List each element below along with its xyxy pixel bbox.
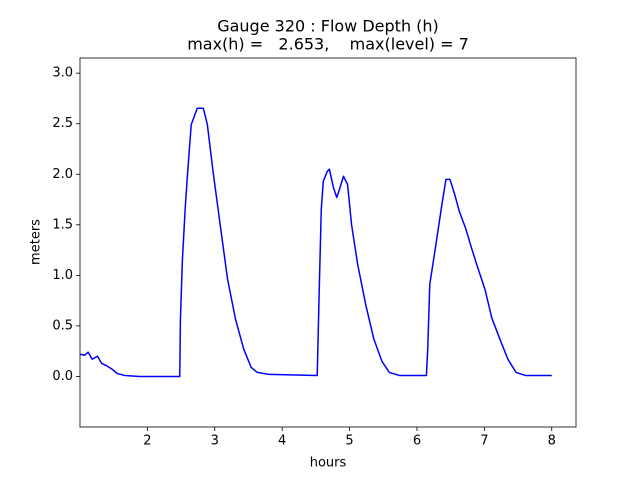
chart-title: Gauge 320 : Flow Depth (h) bbox=[217, 17, 439, 36]
x-tick-label: 7 bbox=[480, 434, 488, 449]
x-axis-label: hours bbox=[310, 456, 347, 471]
chart-subtitle: max(h) = 2.653, max(level) = 7 bbox=[187, 35, 469, 54]
x-tick-label: 3 bbox=[211, 434, 219, 449]
y-tick-label: 2.0 bbox=[52, 167, 73, 182]
x-tick-label: 6 bbox=[413, 434, 421, 449]
y-tick-label: 3.0 bbox=[52, 66, 73, 81]
x-tick-label: 5 bbox=[345, 434, 353, 449]
y-axis-label: meters bbox=[29, 219, 44, 265]
plot-frame bbox=[79, 57, 577, 428]
x-tick-label: 8 bbox=[548, 434, 556, 449]
y-tick-label: 1.0 bbox=[52, 268, 73, 283]
y-tick-label: 0.5 bbox=[52, 318, 73, 333]
x-tick-label: 2 bbox=[143, 434, 151, 449]
y-tick-label: 0.0 bbox=[52, 369, 73, 384]
data-line bbox=[79, 107, 552, 378]
x-tick-label: 4 bbox=[278, 434, 286, 449]
y-tick-label: 1.5 bbox=[52, 217, 73, 232]
y-tick-label: 2.5 bbox=[52, 116, 73, 131]
